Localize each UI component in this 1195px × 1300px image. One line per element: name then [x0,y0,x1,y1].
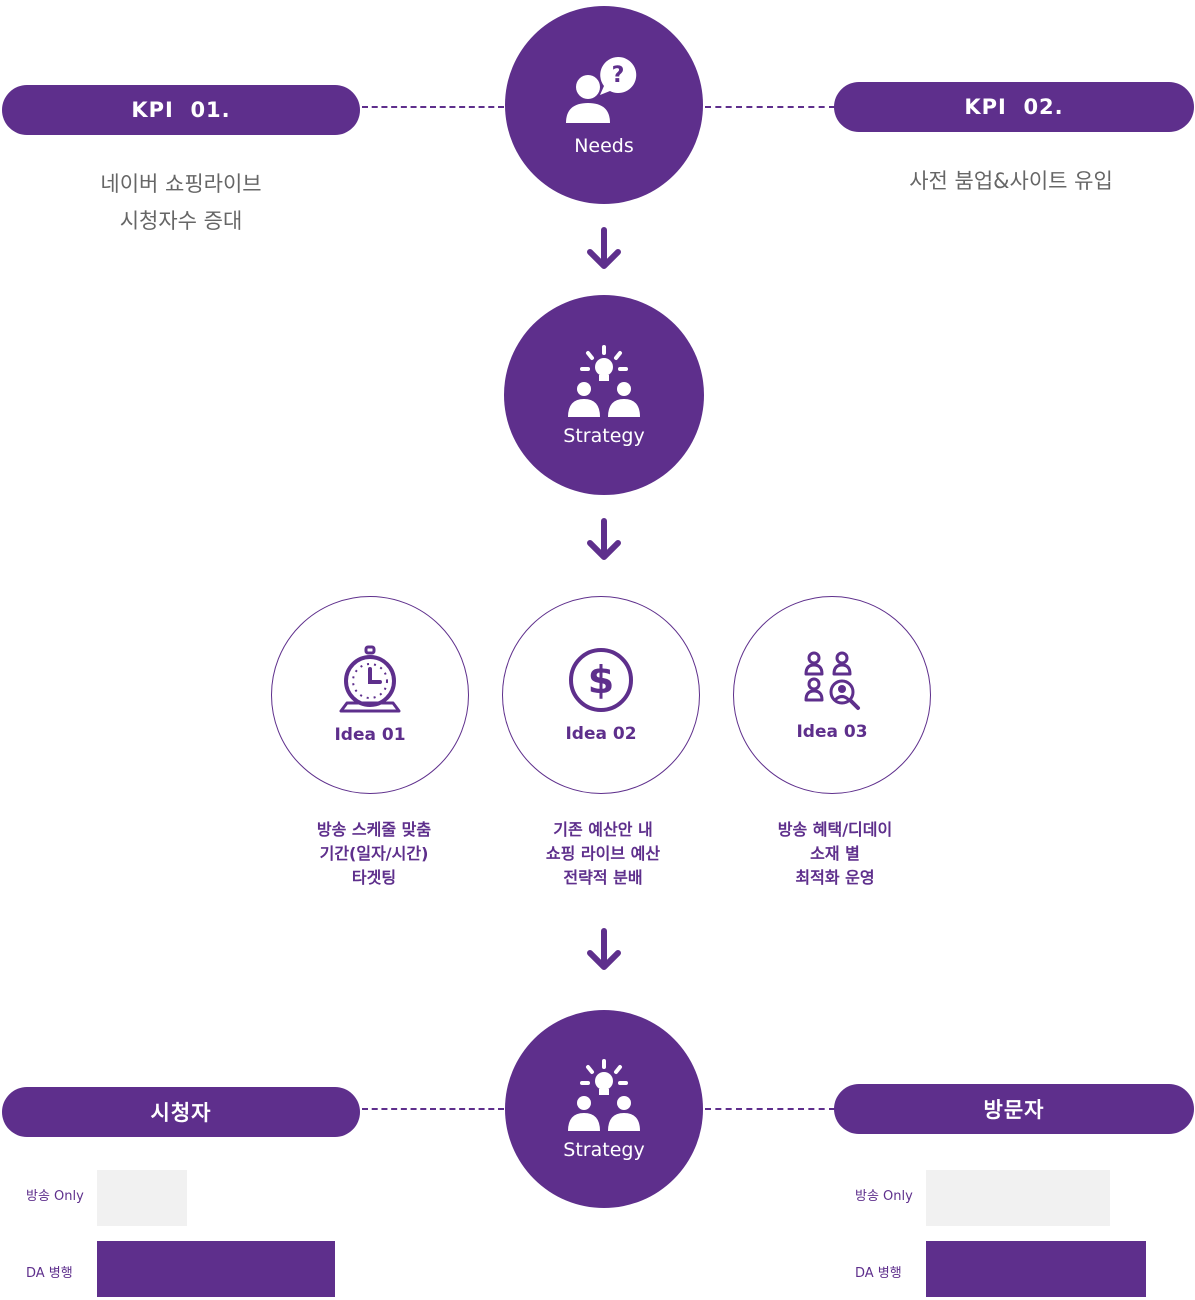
visitor-title: 방문자 [983,1098,1045,1122]
idea-02-description: 기존 예산안 내 쇼핑 라이브 예산 전략적 분배 [488,818,718,890]
viewer-connector [362,1108,504,1110]
visitor-row-label: 방송 Only [855,1189,913,1204]
kpi-01-title: KPI 01. [131,98,231,122]
strategy-circle-bottom: Strategy [505,1010,703,1208]
kpi-02-title: KPI 02. [964,95,1064,119]
idea-03-label: Idea 03 [796,722,868,742]
kpi-01-description: 네이버 쇼핑라이브 시청자수 증대 [40,166,322,240]
kpi-01-pill: KPI 01. [2,85,360,135]
visitor-bar-da-combined [926,1241,1146,1297]
kpi-02-connector [705,106,835,108]
viewer-bar-broadcast-only [97,1170,187,1226]
viewer-row-label: 방송 Only [26,1189,84,1204]
visitor-pill: 방문자 [834,1084,1194,1134]
stopwatch-icon [339,645,401,713]
idea-02-desc-line: 전략적 분배 [563,868,643,887]
visitor-connector [705,1108,835,1110]
visitor-row-label: DA 병행 [855,1266,902,1281]
idea-02-circle: $ Idea 02 [502,596,700,794]
idea-03-description: 방송 혜택/디데이 소재 별 최적화 운영 [720,818,950,890]
strategy-label: Strategy [563,425,645,447]
person-question-icon: ? [566,56,637,123]
idea-01-label: Idea 01 [334,725,406,745]
viewer-pill: 시청자 [2,1087,360,1137]
kpi-02-desc-line: 사전 붐업&사이트 유입 [909,169,1113,193]
svg-text:$: $ [588,658,614,702]
kpi-02-description: 사전 붐업&사이트 유입 [860,163,1162,200]
kpi-01-desc-line: 네이버 쇼핑라이브 [100,172,262,196]
audience-target-icon [804,651,860,710]
viewer-bar-da-combined [97,1241,335,1297]
idea-02-desc-line: 기존 예산안 내 [553,820,653,839]
viewer-title: 시청자 [150,1101,212,1125]
idea-02-desc-line: 쇼핑 라이브 예산 [545,844,661,863]
idea-01-desc-line: 방송 스케줄 맞춤 [316,820,432,839]
idea-01-description: 방송 스케줄 맞춤 기간(일자/시간) 타겟팅 [259,818,489,890]
idea-03-desc-line: 방송 혜택/디데이 [777,820,893,839]
strategy-circle: Strategy [504,295,704,495]
kpi-01-desc-line: 시청자수 증대 [119,209,243,233]
idea-02-label: Idea 02 [565,724,637,744]
visitor-bar-broadcast-only [926,1170,1110,1226]
down-arrow-icon [587,928,621,970]
idea-01-desc-line: 기간(일자/시간) [319,844,429,863]
needs-circle: ? Needs [505,6,703,204]
down-arrow-icon [587,227,621,269]
idea-03-desc-line: 최적화 운영 [795,868,875,887]
idea-01-circle: Idea 01 [271,596,469,794]
down-arrow-icon [587,518,621,560]
svg-text:?: ? [612,63,625,88]
strategy-label-bottom: Strategy [563,1139,645,1161]
idea-03-desc-line: 소재 별 [810,844,860,863]
idea-01-desc-line: 타겟팅 [351,868,397,887]
kpi-01-connector [362,106,504,108]
kpi-02-pill: KPI 02. [834,82,1194,132]
idea-03-circle: Idea 03 [733,596,931,794]
needs-label: Needs [574,135,634,157]
idea-team-icon [568,345,640,417]
viewer-row-label: DA 병행 [26,1266,73,1281]
dollar-icon: $ [569,648,633,712]
idea-team-icon [568,1059,640,1131]
